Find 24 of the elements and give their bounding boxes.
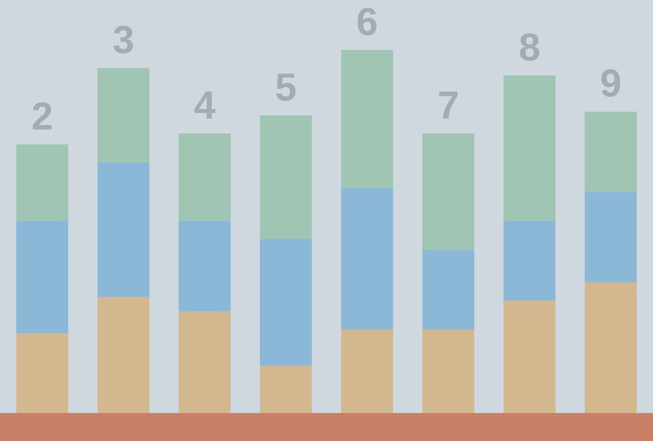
bar bbox=[16, 220, 68, 334]
bar bbox=[97, 162, 150, 297]
bar bbox=[260, 115, 312, 239]
bar bbox=[584, 192, 637, 282]
bar bbox=[97, 296, 150, 413]
bar bbox=[584, 282, 637, 413]
bar bbox=[260, 238, 312, 366]
bar bbox=[178, 311, 231, 413]
bar bbox=[504, 220, 556, 300]
bar bbox=[504, 300, 556, 413]
bar bbox=[341, 50, 394, 188]
bar bbox=[341, 330, 394, 413]
bar bbox=[178, 133, 231, 221]
bar bbox=[422, 250, 474, 330]
bar bbox=[504, 75, 556, 221]
bar bbox=[16, 144, 68, 221]
bar bbox=[341, 188, 394, 330]
bar bbox=[422, 330, 474, 413]
bar bbox=[422, 133, 474, 250]
bar bbox=[260, 366, 312, 413]
bar bbox=[178, 220, 231, 312]
bar bbox=[16, 333, 68, 413]
bar bbox=[97, 68, 150, 163]
bar bbox=[584, 112, 637, 192]
